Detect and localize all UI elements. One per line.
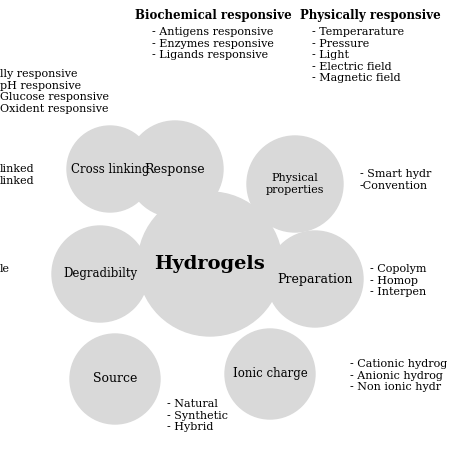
Circle shape	[127, 121, 223, 217]
Text: - Temperarature
  - Pressure
  - Light
  - Electric field
  - Magnetic field: - Temperarature - Pressure - Light - Ele…	[305, 27, 404, 83]
Circle shape	[267, 231, 363, 327]
Text: Source: Source	[93, 373, 137, 385]
Text: linked
linked: linked linked	[0, 164, 35, 186]
Text: Ionic charge: Ionic charge	[233, 367, 307, 381]
Text: Cross linking: Cross linking	[71, 163, 149, 175]
Text: - Cationic hydrog
- Anionic hydrog
- Non ionic hydr: - Cationic hydrog - Anionic hydrog - Non…	[350, 359, 447, 392]
Text: Physical
properties: Physical properties	[266, 173, 324, 195]
Circle shape	[67, 126, 153, 212]
Text: - Natural
  - Synthetic
  - Hybrid: - Natural - Synthetic - Hybrid	[160, 399, 228, 432]
Circle shape	[138, 192, 282, 336]
Text: Hydrogels: Hydrogels	[155, 255, 265, 273]
Circle shape	[52, 226, 148, 322]
Text: - Copolym
- Homop
- Interpen: - Copolym - Homop - Interpen	[370, 264, 427, 297]
Text: - Smart hydr
-Convention: - Smart hydr -Convention	[360, 169, 431, 191]
Text: Response: Response	[145, 163, 205, 175]
Text: Degradibilty: Degradibilty	[63, 267, 137, 281]
Circle shape	[247, 136, 343, 232]
Circle shape	[225, 329, 315, 419]
Text: Biochemical responsive: Biochemical responsive	[135, 9, 292, 22]
Text: lly responsive
pH responsive
Glucose responsive
Oxident responsive: lly responsive pH responsive Glucose res…	[0, 69, 109, 114]
Text: Preparation: Preparation	[277, 273, 353, 285]
Text: Physically responsive: Physically responsive	[300, 9, 441, 22]
Circle shape	[70, 334, 160, 424]
Text: - Antigens responsive
  - Enzymes responsive
  - Ligands responsive: - Antigens responsive - Enzymes responsi…	[145, 27, 274, 60]
Text: le: le	[0, 264, 10, 274]
